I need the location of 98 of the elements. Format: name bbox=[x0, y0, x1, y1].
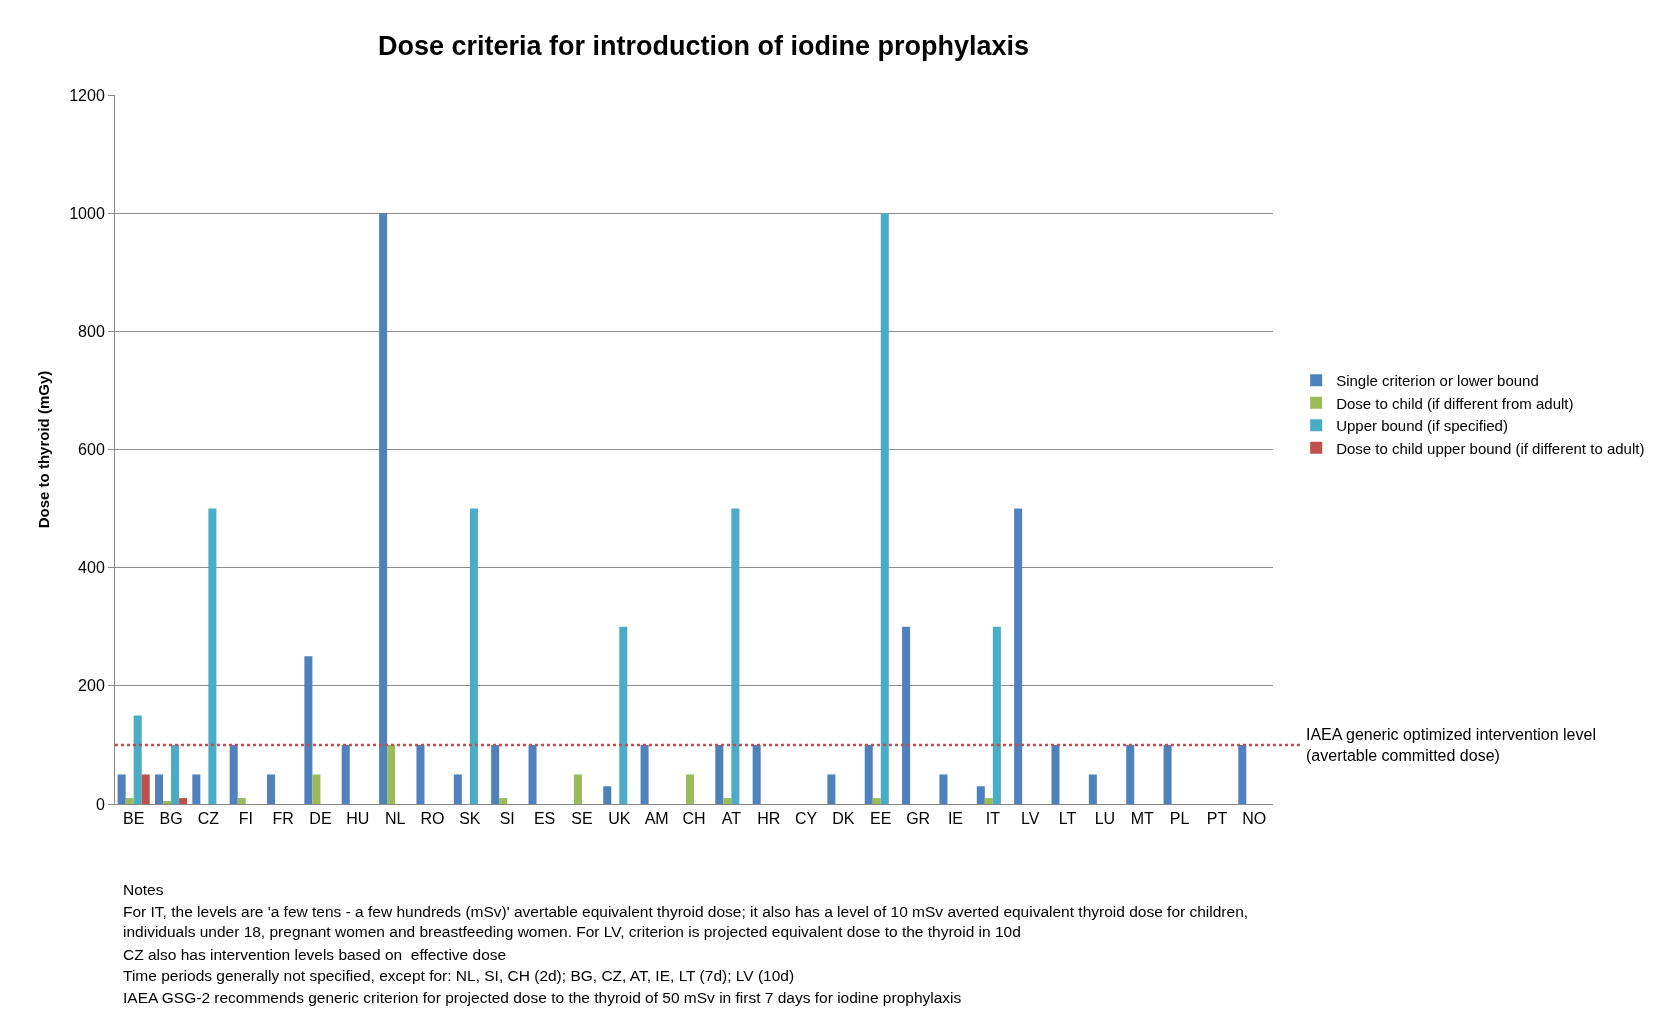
y-tick-label: 1200 bbox=[69, 86, 105, 104]
x-tick-label: AM bbox=[644, 810, 669, 828]
bar bbox=[1163, 744, 1172, 804]
bar bbox=[117, 774, 126, 804]
bar bbox=[603, 786, 612, 804]
x-tick-label: BE bbox=[123, 810, 145, 828]
bar bbox=[640, 744, 649, 804]
bar bbox=[304, 656, 313, 804]
bar bbox=[341, 744, 350, 804]
chart-title: Dose criteria for introduction of iodine prophylaxis bbox=[377, 31, 1030, 62]
y-tick-label: 1000 bbox=[69, 204, 105, 222]
x-tick-label: DK bbox=[832, 810, 855, 828]
bar bbox=[976, 786, 985, 804]
text: CZ also has intervention levels based on effective dose bbox=[123, 946, 507, 963]
x-tick-label: CZ bbox=[197, 810, 220, 828]
x-tick-label: SK bbox=[459, 810, 481, 828]
bar bbox=[125, 798, 134, 804]
bar bbox=[1088, 774, 1097, 804]
x-tick-label: DE bbox=[309, 810, 332, 828]
x-tick-label: EE bbox=[870, 810, 892, 828]
bar bbox=[1014, 508, 1023, 804]
bar bbox=[469, 508, 478, 804]
bar bbox=[453, 774, 462, 804]
bar bbox=[984, 798, 993, 804]
bar bbox=[1051, 744, 1060, 804]
x-tick-label: IE bbox=[947, 810, 964, 828]
y-tick-label: 0 bbox=[95, 795, 105, 813]
bar bbox=[499, 798, 508, 804]
bar bbox=[387, 744, 396, 804]
bar bbox=[379, 213, 388, 804]
x-tick-label: CH bbox=[682, 810, 706, 828]
x-tick-label: MT bbox=[1130, 810, 1155, 828]
x-tick-label: HR bbox=[757, 810, 781, 828]
x-tick-label: CY bbox=[794, 810, 818, 828]
bar bbox=[573, 774, 582, 804]
bar bbox=[752, 744, 761, 804]
bar bbox=[685, 774, 694, 804]
x-tick-label: RO bbox=[420, 810, 445, 828]
x-tick-label: HU bbox=[346, 810, 370, 828]
bar bbox=[141, 774, 150, 804]
x-tick-label: BG bbox=[159, 810, 183, 828]
x-tick-label: SI bbox=[499, 810, 515, 828]
y-tick-label: 800 bbox=[78, 322, 105, 340]
text: Time periods generally not specified, except for: NL, SI, CH (2d); BG, CZ, AT, IE, LT (7d); LV (10d) bbox=[123, 967, 795, 984]
bar bbox=[1238, 744, 1247, 804]
x-tick-label: NO bbox=[1242, 810, 1267, 828]
bar bbox=[229, 744, 238, 804]
x-tick-label: ES bbox=[533, 810, 556, 828]
y-axis-title: Dose to thyroid (mGy) bbox=[35, 370, 53, 529]
y-tick-label: 600 bbox=[78, 441, 105, 459]
y-tick-label: 400 bbox=[78, 559, 105, 577]
x-tick-label: LU bbox=[1094, 810, 1116, 828]
legend-label: Dose to child (if different from adult) bbox=[1336, 394, 1574, 412]
legend-label: Upper bound (if specified) bbox=[1336, 417, 1508, 435]
x-tick-label: LV bbox=[1020, 810, 1040, 828]
bar bbox=[872, 798, 881, 804]
x-tick-label: GR bbox=[906, 810, 931, 828]
bar bbox=[619, 626, 628, 804]
x-tick-label: IT bbox=[985, 810, 1001, 828]
x-tick-label: UK bbox=[608, 810, 631, 828]
bar bbox=[267, 774, 276, 804]
bar bbox=[133, 715, 142, 804]
x-tick-label: FI bbox=[238, 810, 253, 828]
bar bbox=[163, 801, 172, 804]
bar bbox=[864, 744, 873, 804]
x-tick-label: PL bbox=[1169, 810, 1190, 828]
bar bbox=[416, 744, 425, 804]
bar bbox=[939, 774, 948, 804]
legend-label: Dose to child upper bound (if different to adult) bbox=[1336, 439, 1645, 457]
x-tick-label: NL bbox=[384, 810, 406, 828]
x-tick-label: AT bbox=[721, 810, 742, 828]
x-tick-label: LT bbox=[1058, 810, 1077, 828]
bar bbox=[154, 774, 163, 804]
bar bbox=[528, 744, 537, 804]
y-tick-label: 200 bbox=[78, 677, 105, 695]
text: For IT, the levels are 'a few tens - a few hundreds (mSv)' avertable equivalent thyroid dose; it also has a level of 10 mSv averted equivalent thyroid dose for children, individuals under 18, pregnant women and breastfeeding women. For LV, criterion is projected equivalent dose to the thyroid in 10d bbox=[123, 903, 1249, 941]
x-tick-label: PT bbox=[1206, 810, 1228, 828]
bar bbox=[171, 744, 180, 804]
text: IAEA GSG-2 recommends generic criterion for projected dose to the thyroid of 50 mSv in first 7 days for iodine prophylaxis bbox=[123, 989, 962, 1006]
bar bbox=[715, 744, 724, 804]
bar bbox=[237, 798, 246, 804]
bar bbox=[179, 798, 188, 804]
bar bbox=[902, 626, 911, 804]
bar bbox=[992, 626, 1001, 804]
legend-label: Single criterion or lower bound bbox=[1336, 372, 1539, 390]
bar bbox=[880, 213, 889, 804]
bar bbox=[723, 798, 732, 804]
bar bbox=[1126, 744, 1135, 804]
bar bbox=[491, 744, 500, 804]
x-tick-label: FR bbox=[272, 810, 294, 828]
bar bbox=[208, 508, 217, 804]
bar bbox=[192, 774, 201, 804]
x-tick-label: SE bbox=[571, 810, 593, 828]
bar bbox=[312, 774, 321, 804]
bar bbox=[731, 508, 740, 804]
ref-line-label: IAEA generic optimized intervention level (avertable committed dose) bbox=[1306, 726, 1596, 764]
text: Notes bbox=[123, 881, 164, 898]
bar bbox=[827, 774, 836, 804]
